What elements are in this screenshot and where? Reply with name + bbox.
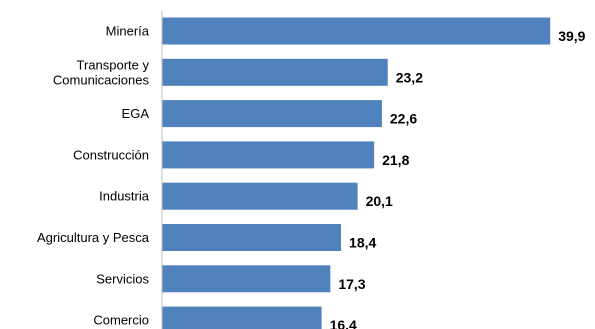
bar (162, 58, 388, 86)
bar (162, 141, 375, 169)
bar (162, 224, 342, 251)
bar (162, 265, 331, 293)
category-label-line: Construcción (73, 147, 149, 162)
value-label: 16,4 (330, 317, 357, 329)
category-label: Comercio (93, 313, 149, 328)
category-label: Transporte y Comunicaciones (53, 57, 150, 87)
value-label: 17,3 (338, 276, 365, 292)
category-label-line: Industria (99, 189, 150, 204)
category-label-line: Agricultura y Pesca (37, 230, 150, 245)
category-label: Construcción (73, 147, 149, 162)
category-label-line: EGA (122, 106, 150, 121)
bar (162, 306, 322, 329)
category-labels: Minería Transporte y Comunicaciones EGA Cons… (37, 24, 150, 328)
category-label: Agricultura y Pesca (37, 230, 150, 245)
category-label-line: Comercio (93, 313, 149, 328)
value-label: 39,9 (558, 28, 585, 44)
category-label-line: Transporte y (77, 57, 150, 72)
value-label: 20,1 (366, 193, 393, 209)
value-label: 21,8 (382, 152, 409, 168)
category-label: Minería (106, 24, 150, 39)
bars-group (162, 17, 551, 329)
category-label: Industria (99, 189, 150, 204)
bar (162, 17, 551, 45)
category-label: Servicios (96, 271, 149, 286)
category-label-line: Servicios (96, 271, 149, 286)
value-labels: 39,9 23,2 22,6 21,8 20,1 18,4 17,3 16,4 (330, 28, 586, 329)
value-label: 23,2 (396, 69, 423, 85)
category-label-line: Minería (106, 24, 150, 39)
category-label-line: Comunicaciones (53, 72, 150, 87)
value-label: 22,6 (390, 111, 417, 127)
value-label: 18,4 (349, 235, 376, 251)
bar (162, 100, 382, 128)
bar (162, 182, 358, 210)
category-label: EGA (122, 106, 150, 121)
